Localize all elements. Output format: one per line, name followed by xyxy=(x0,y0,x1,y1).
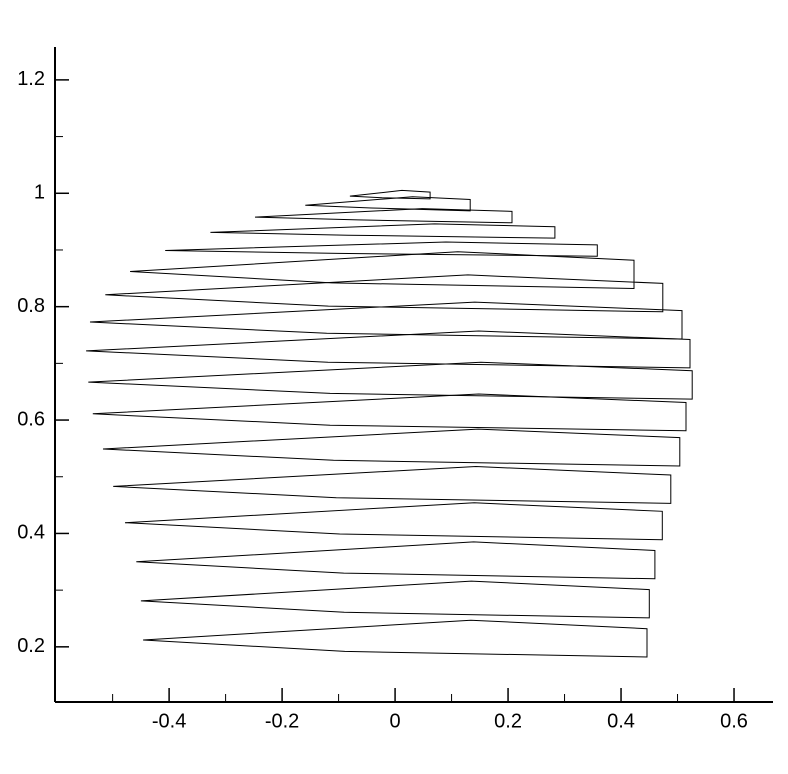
section-outline xyxy=(102,428,681,467)
section-outline xyxy=(254,208,513,224)
y-tick-label: 0.8 xyxy=(17,295,45,317)
section-outline xyxy=(113,465,672,504)
y-tick-label: 1.2 xyxy=(17,68,45,90)
section-outline xyxy=(140,580,650,619)
y-tick-label: 0.6 xyxy=(17,408,45,430)
section-outline xyxy=(165,241,598,257)
x-tick-label: -0.4 xyxy=(152,710,186,732)
section-outline xyxy=(210,223,556,239)
section-outline xyxy=(143,619,648,658)
x-tick-label: 0.4 xyxy=(607,710,635,732)
section-outline xyxy=(89,301,683,340)
x-tick-label: 0.2 xyxy=(494,710,522,732)
x-tick-label: 0 xyxy=(390,710,401,732)
x-tick-label: -0.2 xyxy=(265,710,299,732)
y-tick-label: 0.2 xyxy=(17,635,45,657)
section-outline xyxy=(92,393,687,432)
y-tick-label: 0.4 xyxy=(17,522,45,544)
section-outline xyxy=(349,189,431,200)
section-outline xyxy=(86,330,691,369)
section-outline xyxy=(136,541,656,580)
section-outline xyxy=(88,361,693,400)
section-outline xyxy=(130,251,635,290)
section-outline xyxy=(305,196,471,212)
section-outline xyxy=(105,274,664,313)
x-tick-label: 0.6 xyxy=(720,710,748,732)
section-outline xyxy=(124,502,663,541)
y-tick-label: 1 xyxy=(34,182,45,204)
